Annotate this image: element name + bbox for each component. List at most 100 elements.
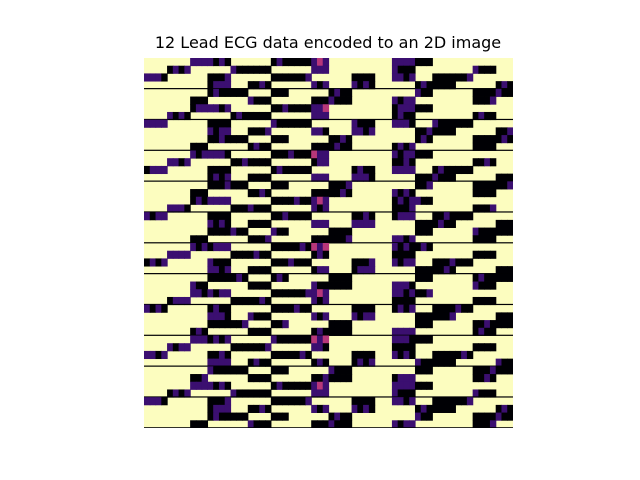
heatmap-cell: [409, 96, 416, 105]
heatmap-cell: [184, 296, 191, 306]
heatmap-cell: [489, 412, 497, 421]
heatmap-cell: [495, 273, 503, 282]
heatmap-cell: [316, 289, 324, 298]
heatmap-cell: [207, 366, 214, 375]
heatmap-cell: [236, 135, 243, 144]
heatmap-cell: [184, 111, 191, 121]
heatmap-cell: [403, 212, 410, 221]
heatmap-cell: [489, 374, 497, 383]
heatmap-cell: [259, 235, 266, 244]
heatmap-cell: [172, 343, 180, 352]
heatmap-cell: [489, 250, 497, 259]
heatmap-cell: [328, 273, 335, 282]
heatmap-cell: [265, 296, 272, 306]
heatmap-cell: [316, 189, 324, 198]
heatmap-cell: [391, 289, 399, 298]
heatmap-cell: [224, 266, 232, 275]
heatmap-cell: [236, 273, 243, 282]
heatmap-cell: [484, 88, 491, 97]
heatmap-cell: [322, 158, 330, 167]
heatmap-cell: [270, 73, 278, 82]
heatmap-cell: [478, 320, 485, 329]
heatmap-cell: [155, 119, 162, 128]
heatmap-cell: [230, 320, 237, 329]
heatmap-cell: [282, 350, 289, 360]
heatmap-cell: [340, 327, 347, 336]
heatmap-cell: [311, 381, 318, 390]
heatmap-cell: [414, 266, 422, 275]
heatmap-cell: [484, 96, 491, 105]
heatmap-cell: [247, 189, 255, 198]
heatmap-cell: [391, 73, 399, 82]
heatmap-cell: [461, 350, 468, 360]
heatmap-cell: [409, 258, 416, 267]
heatmap-cell: [397, 304, 405, 313]
heatmap-cell: [507, 358, 513, 367]
heatmap-cell: [414, 173, 422, 182]
heatmap-cell: [282, 366, 289, 375]
heatmap-cell: [207, 227, 214, 236]
heatmap-cell: [414, 243, 422, 252]
heatmap-cell: [426, 358, 433, 367]
heatmap-cell: [265, 189, 272, 198]
heatmap-cell: [259, 389, 266, 398]
heatmap-cell: [322, 281, 330, 290]
heatmap-cell: [351, 73, 358, 82]
heatmap-cell: [230, 158, 237, 167]
heatmap-cell: [293, 119, 301, 128]
heatmap-cell: [501, 181, 508, 190]
heatmap-cell: [507, 227, 513, 236]
heatmap-cell: [507, 88, 513, 97]
heatmap-cell: [213, 381, 220, 390]
heatmap-cell: [282, 273, 289, 282]
heatmap-cell: [190, 196, 197, 205]
heatmap-cell: [259, 127, 266, 136]
heatmap-cell: [270, 289, 278, 298]
heatmap-cell: [207, 312, 214, 321]
heatmap-cell: [461, 397, 468, 406]
heatmap-cell: [345, 273, 353, 282]
heatmap-cell: [224, 350, 232, 360]
heatmap-cell: [489, 181, 497, 190]
heatmap-cell: [403, 73, 410, 82]
heatmap-cell: [409, 304, 416, 313]
heatmap-cell: [230, 343, 237, 352]
heatmap-cell: [282, 150, 289, 159]
heatmap-cell: [426, 150, 433, 159]
heatmap-cell: [507, 181, 513, 190]
heatmap-cell: [293, 196, 301, 205]
heatmap-cell: [144, 258, 151, 267]
heatmap-cell: [311, 266, 318, 275]
heatmap-cell: [414, 88, 422, 97]
heatmap-cell: [167, 389, 174, 398]
heatmap-cell: [265, 281, 272, 290]
heatmap-cell: [265, 327, 272, 336]
heatmap-cell: [242, 273, 249, 282]
heatmap-cell: [299, 350, 307, 360]
heatmap-cell: [322, 196, 330, 205]
heatmap-cell: [478, 135, 485, 144]
heatmap-cell: [213, 227, 220, 236]
heatmap-cell: [443, 73, 451, 82]
heatmap-cell: [207, 412, 214, 421]
heatmap-cell: [397, 165, 405, 175]
heatmap-cell: [207, 273, 214, 282]
heatmap-cell: [391, 196, 399, 205]
heatmap-cell: [316, 65, 324, 74]
heatmap-cell: [276, 412, 283, 421]
heatmap-cell: [414, 404, 422, 413]
heatmap-cell: [236, 320, 243, 329]
heatmap-cell: [507, 320, 513, 329]
heatmap-cell: [282, 289, 289, 298]
heatmap-cell: [340, 374, 347, 383]
heatmap-cell: [305, 119, 312, 128]
heatmap-cell: [230, 135, 237, 144]
heatmap-cell: [247, 420, 255, 428]
heatmap-cell: [213, 150, 220, 159]
heatmap-cell: [489, 189, 497, 198]
heatmap-cell: [397, 335, 405, 344]
heatmap-cell: [472, 389, 480, 398]
heatmap-cell: [265, 235, 272, 244]
heatmap-cell: [484, 235, 491, 244]
heatmap-cell: [340, 366, 347, 375]
